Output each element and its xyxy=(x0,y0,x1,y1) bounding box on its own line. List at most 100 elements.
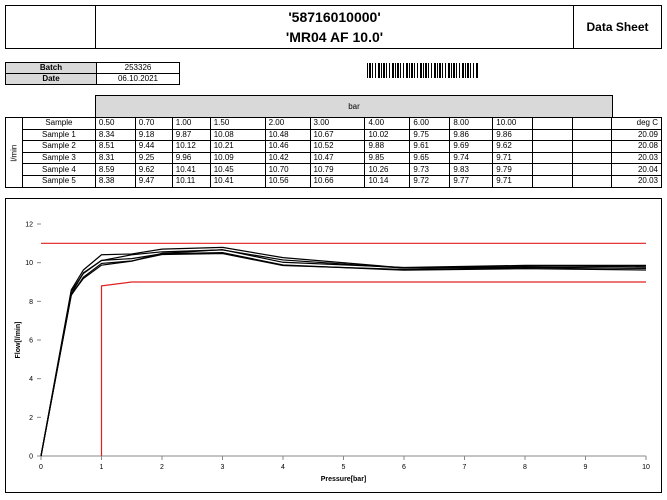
cell: 20.04 xyxy=(610,163,663,176)
x-tick-label: 1 xyxy=(100,464,104,471)
column-header: 10.00 xyxy=(492,117,534,130)
info-table: Batch 253326 Date 06.10.2021 xyxy=(5,62,180,85)
cell: 9.44 xyxy=(134,140,173,153)
group-header: bar xyxy=(95,95,613,118)
cell: Sample 1 xyxy=(21,128,96,142)
column-header: 0.70 xyxy=(134,117,173,130)
cell: 9.71 xyxy=(492,174,534,188)
cell: 10.42 xyxy=(264,151,311,165)
cell: 10.14 xyxy=(364,174,411,188)
cell: 9.25 xyxy=(134,151,173,165)
x-tick-label: 4 xyxy=(281,464,285,471)
cell: 9.47 xyxy=(134,174,173,188)
x-tick-label: 2 xyxy=(160,464,164,471)
cell: 10.08 xyxy=(209,128,266,142)
empty-cell xyxy=(572,174,612,188)
data-table: l/min Sample 0.50 0.70 1.00 1.50 2.00 3.00 4.00 6… xyxy=(5,117,663,188)
cell: 10.21 xyxy=(209,140,266,153)
cell: 9.87 xyxy=(171,128,211,142)
cell: 20.08 xyxy=(610,140,663,153)
empty-cell xyxy=(572,151,612,165)
cell: 10.48 xyxy=(264,128,311,142)
title-line: '58716010000' xyxy=(288,9,381,25)
y-tick-label: 0 xyxy=(29,454,33,461)
y-tick-label: 6 xyxy=(29,338,33,345)
data-row: Sample 3 8.31 9.25 9.96 10.09 10.42 10.47 9.85 9… xyxy=(6,151,663,165)
cell: 8.59 xyxy=(94,163,136,176)
column-header: 8.00 xyxy=(449,117,494,130)
cell: 9.61 xyxy=(409,140,451,153)
cell: 10.12 xyxy=(171,140,211,153)
empty-cell xyxy=(532,128,574,142)
column-header: 6.00 xyxy=(409,117,451,130)
cell: 9.69 xyxy=(449,140,494,153)
x-tick-label: 0 xyxy=(39,464,43,471)
cell: 10.70 xyxy=(264,163,311,176)
cell: 10.46 xyxy=(264,140,311,153)
y-tick-label: 8 xyxy=(29,299,33,306)
side-label: l/min xyxy=(5,117,23,188)
cell: 9.86 xyxy=(449,128,494,142)
cell: 9.71 xyxy=(492,151,534,165)
info-row: Date 06.10.2021 xyxy=(5,73,180,85)
cell: 9.88 xyxy=(364,140,411,153)
cell: 20.03 xyxy=(610,151,663,165)
empty-cell xyxy=(572,140,612,153)
empty-cell xyxy=(572,117,612,130)
cell: 20.09 xyxy=(610,128,663,142)
data-row: Sample 2 8.51 9.44 10.12 10.21 10.46 10.52 9.88… xyxy=(6,140,663,153)
cell: 10.52 xyxy=(309,140,366,153)
column-header: 2.00 xyxy=(264,117,311,130)
column-header: 1.50 xyxy=(209,117,266,130)
empty-cell xyxy=(572,128,612,142)
empty-cell xyxy=(532,140,574,153)
series-line xyxy=(40,249,647,457)
x-tick-label: 8 xyxy=(523,464,527,471)
y-tick-label: 12 xyxy=(25,222,33,229)
cell: 10.45 xyxy=(209,163,266,176)
cell: Sample 3 xyxy=(21,151,96,165)
cell: 9.65 xyxy=(409,151,451,165)
cell: 8.31 xyxy=(94,151,136,165)
info-label: Date xyxy=(5,73,97,85)
empty-cell xyxy=(532,163,574,176)
column-header: 0.50 xyxy=(94,117,136,130)
empty-cell xyxy=(532,151,574,165)
cell: 20.03 xyxy=(610,174,663,188)
y-tick-label: 4 xyxy=(29,376,33,383)
y-tick-label: 2 xyxy=(29,415,33,422)
x-tick-label: 3 xyxy=(221,464,225,471)
cell: 9.18 xyxy=(134,128,173,142)
cell: 9.74 xyxy=(449,151,494,165)
cell: 10.11 xyxy=(171,174,211,188)
header: '58716010000' 'MR04 AF 10.0' Data Sheet xyxy=(5,5,662,49)
cell: 10.66 xyxy=(309,174,366,188)
cell: Sample 4 xyxy=(21,163,96,176)
series-line xyxy=(40,246,647,457)
barcode xyxy=(367,63,478,78)
x-tick-label: 10 xyxy=(642,464,650,471)
empty-cell xyxy=(572,163,612,176)
column-header: Sample xyxy=(21,117,96,130)
column-header: deg C xyxy=(610,117,663,130)
column-header: 3.00 xyxy=(309,117,366,130)
cell: 9.72 xyxy=(409,174,451,188)
cell: 10.79 xyxy=(309,163,366,176)
series-line xyxy=(100,281,646,456)
cell: 10.67 xyxy=(309,128,366,142)
cell: 9.62 xyxy=(134,163,173,176)
y-axis-label: Flow[l/min] xyxy=(15,322,22,359)
x-tick-label: 9 xyxy=(584,464,588,471)
info-value: 06.10.2021 xyxy=(96,73,180,85)
title-line: 'MR04 AF 10.0' xyxy=(285,29,384,45)
cell: 9.79 xyxy=(492,163,534,176)
cell: 10.26 xyxy=(364,163,411,176)
cell: 9.73 xyxy=(409,163,451,176)
cell: 8.38 xyxy=(94,174,136,188)
data-row: Sample 1 8.34 9.18 9.87 10.08 10.48 10.67 10.02… xyxy=(6,128,663,142)
empty-cell xyxy=(532,117,574,130)
data-row: Sample 5 8.38 9.47 10.11 10.41 10.56 10.66 10.1… xyxy=(6,174,663,188)
header-row: l/min Sample 0.50 0.70 1.00 1.50 2.00 3.00 4.00 6… xyxy=(5,117,663,188)
cell: 9.62 xyxy=(492,140,534,153)
